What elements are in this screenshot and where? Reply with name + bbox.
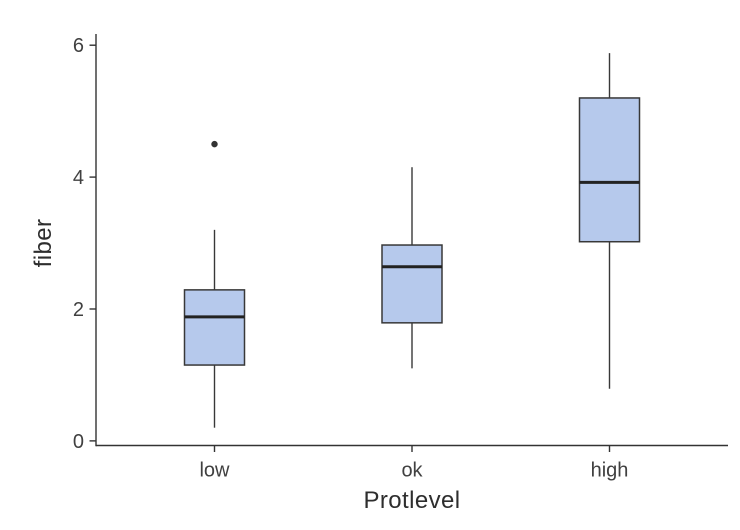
y-tick-label: 4 bbox=[73, 167, 84, 189]
y-tick-label: 6 bbox=[73, 35, 84, 57]
y-axis-title: fiber bbox=[30, 218, 57, 268]
x-tick-label-ok: ok bbox=[401, 460, 423, 482]
y-tick-label: 2 bbox=[73, 299, 84, 321]
x-tick-label-low: low bbox=[199, 460, 230, 482]
box-low bbox=[183, 289, 246, 366]
box-high bbox=[578, 97, 641, 243]
x-tick-label-high: high bbox=[591, 460, 629, 482]
box-ok bbox=[381, 244, 443, 324]
y-tick-label: 0 bbox=[73, 431, 84, 453]
outlier-point-low bbox=[211, 140, 218, 148]
x-axis-title: Protlevel bbox=[363, 487, 461, 514]
